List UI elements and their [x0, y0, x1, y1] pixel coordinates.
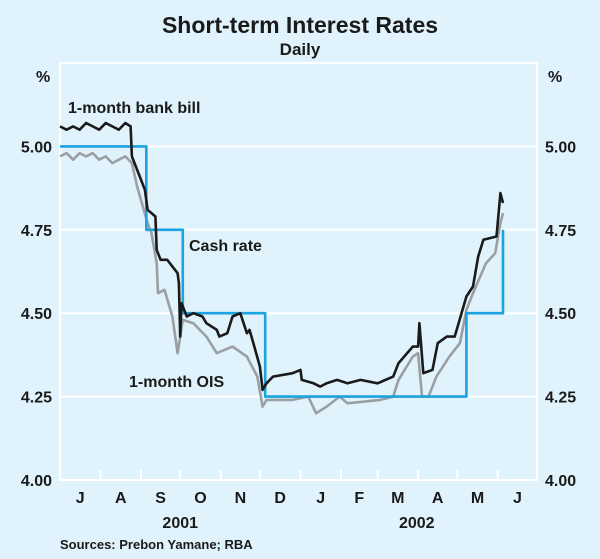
- y-tick-label-left: 4.00: [21, 473, 52, 490]
- y-tick-labels: 4.00 4.00 4.25 4.25 4.50 4.50 4.75 4.75 5.00 5.00: [21, 139, 576, 490]
- label-bank-bill: 1-month bank bill: [68, 100, 200, 117]
- x-tick-label: O: [194, 490, 206, 507]
- y-tick-label-right: 4.75: [545, 223, 576, 240]
- y-tick-label-left: 4.25: [21, 390, 52, 407]
- y-tick-label-left: 5.00: [21, 139, 52, 156]
- year-label: 2002: [399, 515, 435, 532]
- x-tick-label: D: [274, 490, 286, 507]
- x-tick-label: J: [513, 490, 522, 507]
- plot-frame: [59, 62, 538, 481]
- year-label: 2001: [162, 515, 198, 532]
- y-tick-label-right: 5.00: [545, 139, 576, 156]
- series-line-cash-rate: [60, 145, 505, 398]
- label-ois: 1-month OIS: [129, 374, 224, 391]
- y-unit-right: %: [548, 69, 562, 86]
- x-axis: J A S O N D J F M A M J 2001 2002: [76, 470, 522, 532]
- y-unit-left: %: [36, 69, 50, 86]
- x-tick-label: S: [155, 490, 166, 507]
- label-cash-rate: Cash rate: [189, 238, 262, 255]
- x-tick-label: F: [354, 490, 364, 507]
- chart-subtitle: Daily: [280, 40, 321, 59]
- y-tick-label-right: 4.00: [545, 473, 576, 490]
- y-tick-label-right: 4.25: [545, 390, 576, 407]
- x-tick-label: M: [471, 490, 484, 507]
- x-tick-label: N: [235, 490, 247, 507]
- x-tick-label: A: [432, 490, 444, 507]
- series-line-1-month-ois: [59, 151, 505, 415]
- source-note: Sources: Prebon Yamane; RBA: [60, 537, 253, 552]
- series-line-1-month-bank-bill: [59, 121, 505, 392]
- series-lines: [59, 121, 505, 415]
- y-tick-label-right: 4.50: [545, 306, 576, 323]
- x-tick-label: J: [76, 490, 85, 507]
- y-tick-label-left: 4.50: [21, 306, 52, 323]
- x-tick-label: J: [316, 490, 325, 507]
- y-tick-label-left: 4.75: [21, 223, 52, 240]
- x-tick-label: A: [115, 490, 127, 507]
- x-tick-label: M: [391, 490, 404, 507]
- chart-title: Short-term Interest Rates: [162, 12, 438, 38]
